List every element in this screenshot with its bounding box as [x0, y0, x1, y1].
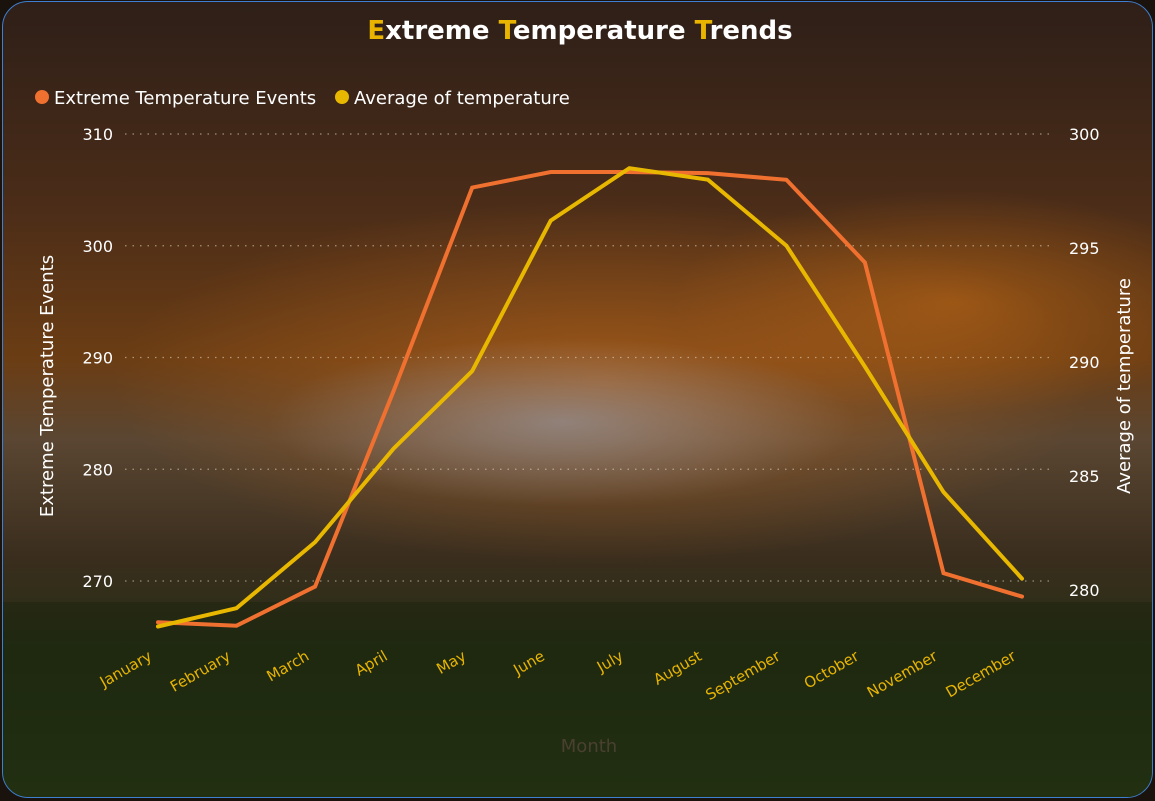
- legend-label-extreme: Extreme Temperature Events: [54, 88, 316, 109]
- series-lines: [156, 166, 1024, 629]
- y-right-tick-label: 290: [1069, 353, 1100, 372]
- y-right-tick-label: 300: [1069, 125, 1100, 144]
- legend-item-average[interactable]: Average of temperature: [335, 88, 570, 109]
- chart-title: Extreme Temperature Trends: [367, 16, 792, 46]
- y-right-tick-label: 280: [1069, 581, 1100, 600]
- gridlines: [125, 133, 1055, 582]
- x-axis-title: Month: [561, 736, 617, 757]
- y-left-tick-label: 280: [82, 460, 113, 479]
- line-chart: Extreme Temperature Trends Extreme Tempe…: [3, 16, 1152, 797]
- y-right-tick-label: 295: [1069, 239, 1100, 258]
- legend: Extreme Temperature Events Average of te…: [35, 88, 570, 109]
- y-axis-right-title: Average of temperature: [1114, 278, 1135, 494]
- y-left-tick-label: 290: [82, 349, 113, 368]
- y-right-tick-label: 285: [1069, 467, 1100, 486]
- legend-item-extreme[interactable]: Extreme Temperature Events: [35, 88, 316, 109]
- legend-label-average: Average of temperature: [354, 88, 570, 109]
- y-axis-right: 280 285 290 295 300: [1069, 125, 1100, 600]
- legend-marker-average: [335, 90, 349, 104]
- y-left-tick-label: 310: [82, 125, 113, 144]
- legend-marker-extreme: [35, 90, 49, 104]
- y-axis-left: 270 280 290 300 310: [82, 125, 113, 591]
- series-line-extreme[interactable]: [156, 170, 1024, 628]
- ground-shade: [3, 602, 1152, 797]
- y-axis-left-title: Extreme Temperature Events: [37, 255, 58, 517]
- y-left-tick-label: 270: [82, 572, 113, 591]
- y-left-tick-label: 300: [82, 237, 113, 256]
- series-line-average[interactable]: [156, 166, 1024, 629]
